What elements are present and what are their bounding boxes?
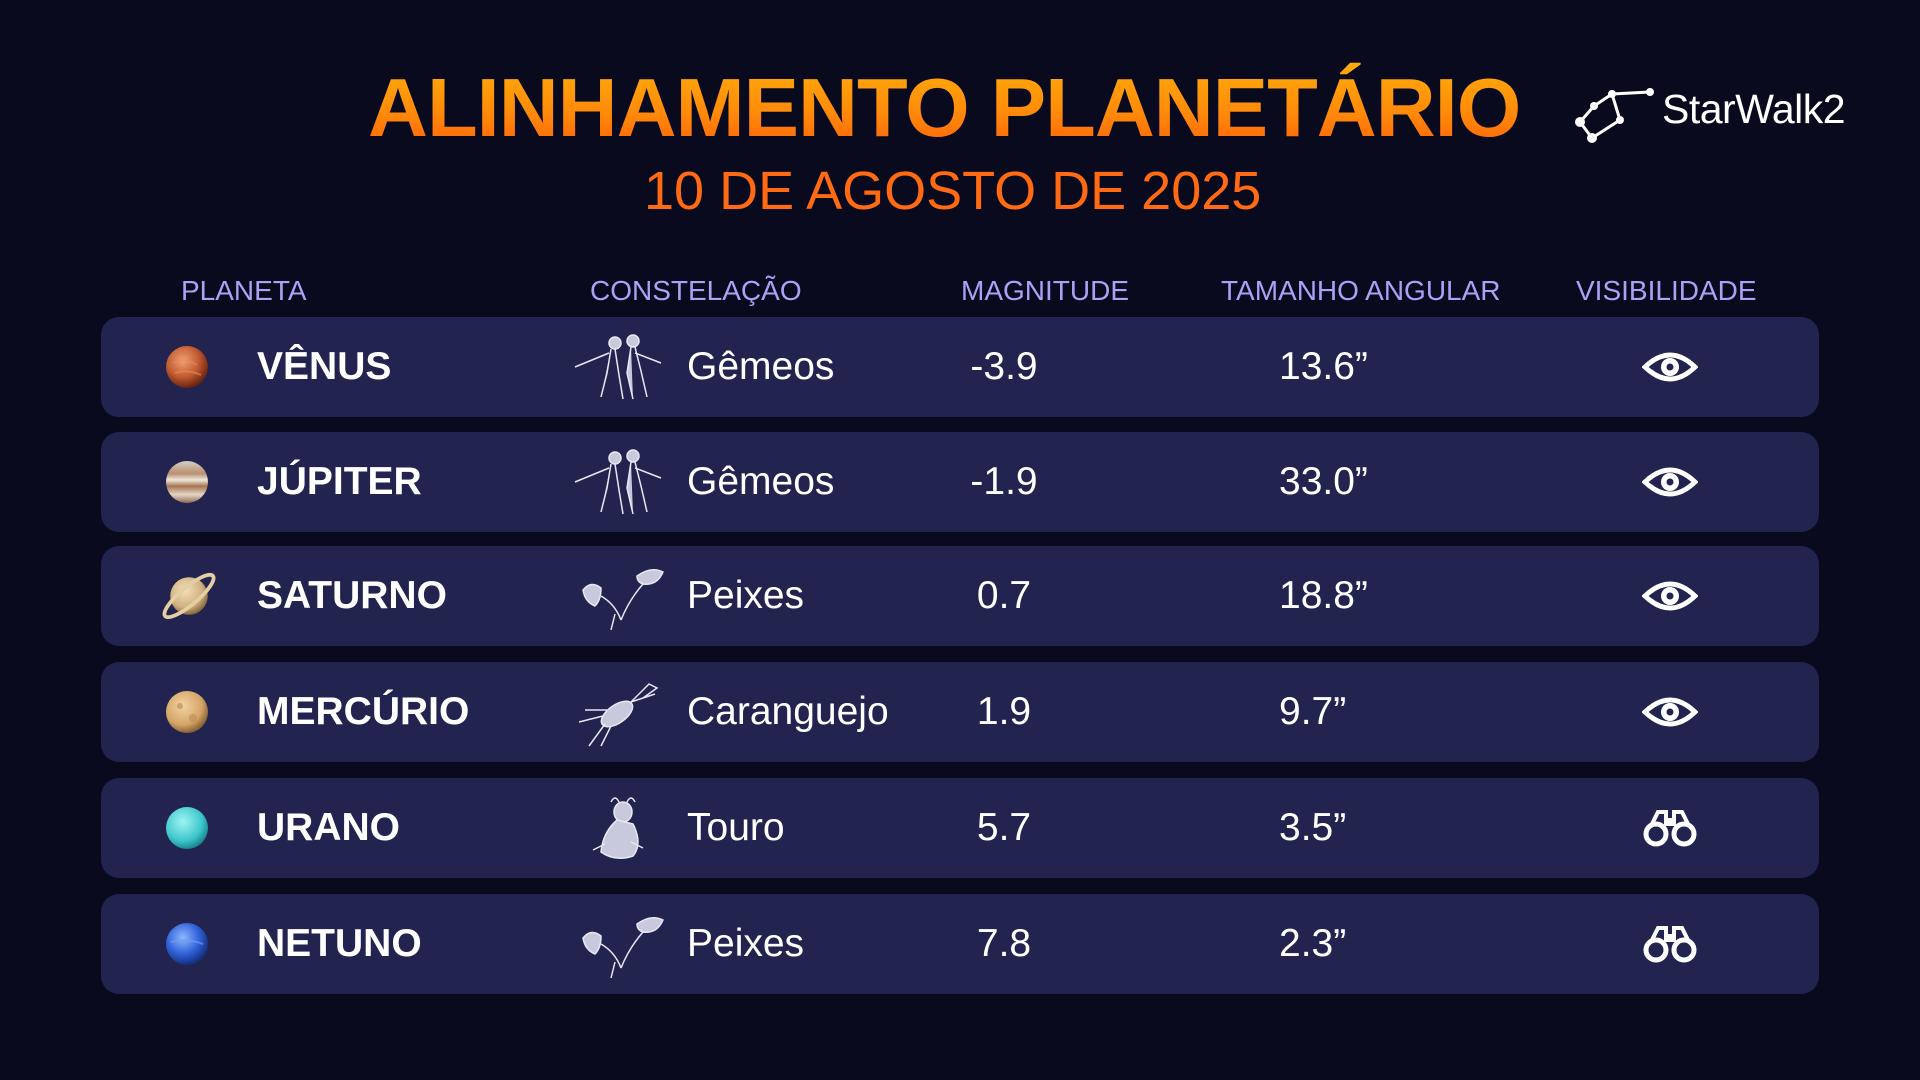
taurus-icon [592,797,644,859]
constellation-name: Touro [687,806,785,849]
magnitude-value: 5.7 [976,806,1032,849]
pisces-icon [582,917,664,979]
angular-size-value: 33.0” [1279,460,1368,503]
column-header-visibility: VISIBILIDADE [1576,275,1757,306]
table-row[interactable]: VÊNUS Gêmeos -3.9 13.6” [101,317,1819,417]
page-date: 10 DE AGOSTO DE 2025 [644,161,1262,221]
cancer-icon [578,683,659,747]
angular-size-value: 13.6” [1279,345,1368,388]
angular-size-value: 3.5” [1279,806,1347,849]
planet-name: URANO [257,806,400,849]
column-header-angular-size: TAMANHO ANGULAR [1221,275,1501,306]
planet-name: MERCÚRIO [257,690,470,733]
column-header-planet: PLANETA [181,275,307,306]
jupiter-icon [166,461,208,503]
uranus-icon [166,807,208,849]
angular-size-value: 2.3” [1279,922,1347,965]
eye-icon [1642,697,1698,727]
page-title: ALINHAMENTO PLANETÁRIO [368,58,1548,158]
constellation-name: Gêmeos [687,345,835,388]
table-row[interactable]: URANO Touro 5.7 3.5” [101,778,1819,878]
binoculars-icon [1643,810,1697,847]
gemini-icon [574,449,662,515]
gemini-icon [574,334,662,400]
planet-name: SATURNO [257,574,447,617]
magnitude-value: 0.7 [976,574,1032,617]
saturn-icon [162,572,216,620]
logo-text: StarWalk2 [1662,86,1846,132]
mercury-icon [166,691,208,733]
eye-icon [1642,581,1698,611]
magnitude-value: 1.9 [976,690,1032,733]
table-row[interactable]: MERCÚRIO Caranguejo 1.9 9.7” [101,662,1819,762]
planet-name: VÊNUS [257,345,392,388]
column-header-constellation: CONSTELAÇÃO [590,275,802,306]
constellation-icon [1575,88,1654,143]
venus-icon [166,346,208,388]
constellation-name: Caranguejo [687,690,889,733]
angular-size-value: 9.7” [1279,690,1347,733]
pisces-icon [582,569,664,631]
constellation-name: Gêmeos [687,460,835,503]
angular-size-value: 18.8” [1279,574,1368,617]
planet-name: JÚPITER [257,460,422,503]
table-row[interactable]: NETUNO Peixes 7.8 2.3” [101,894,1819,994]
starwalk-logo[interactable]: StarWalk2 [1572,80,1872,150]
table-row[interactable]: SATURNO Peixes 0.7 18.8” [101,546,1819,646]
constellation-name: Peixes [687,574,805,617]
table-row[interactable]: JÚPITER Gêmeos -1.9 33.0” [101,432,1819,532]
planet-name: NETUNO [257,922,422,965]
magnitude-value: -1.9 [970,460,1038,503]
magnitude-value: -3.9 [970,345,1038,388]
neptune-icon [166,923,208,965]
eye-icon [1642,467,1698,497]
binoculars-icon [1643,926,1697,963]
constellation-name: Peixes [687,922,805,965]
eye-icon [1642,352,1698,382]
magnitude-value: 7.8 [976,922,1032,965]
column-header-magnitude: MAGNITUDE [961,275,1129,306]
